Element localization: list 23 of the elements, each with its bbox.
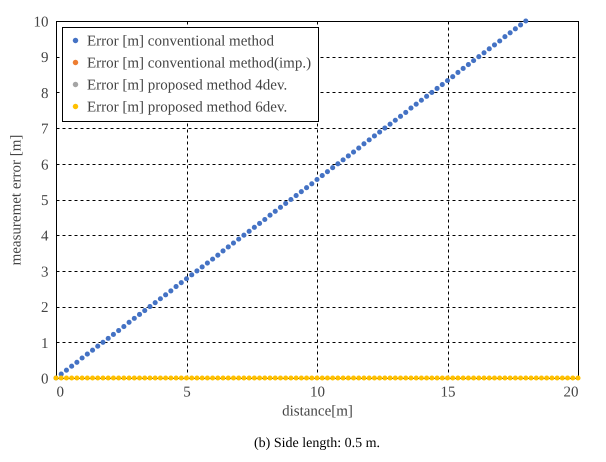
y-tick-label: 5 [41, 193, 48, 209]
y-tick-label: 8 [41, 86, 48, 102]
text: (b) Side length: 0.5 m. [254, 436, 380, 451]
x-tick-label: 5 [183, 384, 191, 400]
y-tick-label: 4 [41, 228, 49, 245]
y-tick-label: 7 [41, 122, 49, 138]
legend-label: Error [m] proposed method 6dev. [87, 100, 288, 116]
x-tick-label: 0 [56, 384, 64, 400]
y-tick-label: 9 [41, 50, 48, 66]
y-tick-label: 1 [41, 336, 48, 352]
y-tick-label: 2 [41, 300, 48, 316]
y-tick-label: 0 [41, 372, 48, 388]
y-tick-label: 6 [41, 157, 49, 174]
legend-label: Error [m] proposed method 4dev. [87, 78, 288, 94]
y-axis-title: measuremet error [m] [8, 134, 24, 266]
x-tick-label: 20 [564, 384, 578, 400]
y-tick-label: 10 [34, 14, 48, 30]
x-tick-label: 15 [440, 384, 456, 400]
legend-label: Error [m] conventional method [87, 34, 275, 50]
x-tick-label: 10 [310, 384, 325, 400]
y-tick-label: 3 [41, 264, 48, 280]
x-axis-title: distance[m] [282, 404, 353, 420]
legend-label: Error [m] conventional method(imp.) [87, 56, 312, 72]
